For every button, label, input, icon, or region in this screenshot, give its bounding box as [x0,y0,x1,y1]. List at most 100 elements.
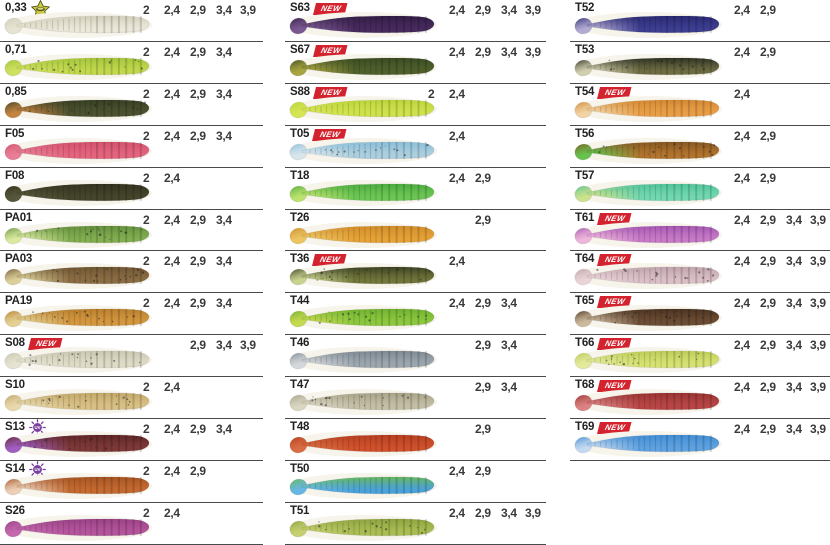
lure-row: T26 2,9 [285,210,546,252]
size-value: 3,4 [216,338,232,353]
size-value: 2 [143,296,150,311]
lure-row: T48 2,9 [285,419,546,461]
lure-image [289,472,437,499]
lure-row: T46 2,9 3,4 [285,335,546,378]
lure-image [4,263,152,290]
lure-row: T65 NEW 2,4 2,9 3,4 3,9 [570,293,830,336]
size-value: 3,4 [216,254,232,269]
size-value: 2,4 [734,338,750,353]
size-value: 2,4 [164,254,180,269]
lure-row: 0,85 2 2,4 2,9 3,4 [0,84,263,126]
size-value: 2,9 [190,338,206,353]
lure-image [574,12,722,38]
size-value: 3,4 [501,505,517,520]
lure-row: 0,71 2 2,4 2,9 3,4 [0,42,263,84]
size-value: 2,9 [475,170,491,185]
size-value: 3,4 [501,338,517,353]
lure-image [289,305,437,332]
size-value: 2 [143,254,150,269]
size-value: 2,4 [449,170,465,185]
size-value: 2 [143,463,150,478]
size-value: 2,9 [475,212,491,227]
size-value: 2,4 [449,296,465,311]
size-value: 2,9 [760,3,776,17]
size-value: 2,4 [449,44,465,59]
size-value: 2,9 [475,505,491,520]
size-value: 3,9 [810,212,826,227]
lure-image [4,514,152,541]
size-value: 2,9 [760,422,776,437]
lure-code: PA03 [5,253,33,266]
size-value: 2 [143,212,150,227]
size-value: 3,9 [240,3,256,17]
size-value: 2,4 [164,463,180,478]
size-value: 2,4 [734,128,750,143]
lure-row: S14 UV 2 2,4 2,9 [0,461,263,503]
lure-row: S88 NEW 2 2,4 [285,84,546,126]
size-value: 3,4 [501,3,517,17]
lure-row: 0,33 2 2,4 2,9 3,4 3,9 [0,0,263,42]
size-value: 2,9 [475,296,491,311]
lure-code: S67 [290,43,310,56]
lure-image [289,263,437,290]
lure-row: T68 NEW 2,4 2,9 3,4 3,9 [570,377,830,420]
lure-image [574,179,722,206]
lure-code: PA19 [5,295,33,308]
size-value: 3,4 [216,212,232,227]
lure-code: T68 [575,379,595,392]
size-value: 2 [143,128,150,143]
size-value: 2,9 [760,380,776,395]
lure-row: S67 NEW 2,4 2,9 3,4 3,9 [285,42,546,84]
size-value: 3,9 [240,338,256,353]
lure-image [4,53,152,80]
size-value: 2 [143,380,150,395]
lure-image [289,95,437,122]
lure-image [289,514,437,541]
size-value: 2,9 [475,44,491,59]
lure-code: T48 [290,421,310,434]
lure-row: F08 2 2,4 [0,168,263,210]
lure-code: S08 [5,337,25,350]
uv-icon-text: UV [34,425,40,430]
catalog-column: S63 NEW 2,4 2,9 3,4 3,9 S67 NEW 2,4 2,9 3,4 3,9 S88 N… [285,0,546,545]
lure-image [574,389,722,416]
size-value: 3,4 [501,44,517,59]
lure-code: T69 [575,421,595,434]
lure-row: T18 2,4 2,9 [285,168,546,210]
lure-row: T61 NEW 2,4 2,9 3,4 3,9 [570,210,830,252]
lure-image [289,431,437,458]
lure-code: T05 [290,127,310,140]
lure-code: PA01 [5,211,33,224]
lure-image [574,95,722,122]
lure-code: S26 [5,504,25,517]
size-value: 3,4 [216,3,232,17]
lure-code: S13 [5,421,25,434]
lure-row: F05 2 2,4 2,9 3,4 [0,126,263,168]
lure-code: T54 [575,85,595,98]
size-value: 3,4 [216,44,232,59]
lure-row: T05 NEW 2,4 [285,126,546,168]
lure-code: T66 [575,337,595,350]
size-value: 3,4 [216,128,232,143]
size-value: 2,9 [190,254,206,269]
size-value: 3,4 [216,86,232,101]
lure-code: T65 [575,295,595,308]
lure-image [574,431,722,458]
lure-code: T52 [575,2,595,14]
lure-row: T44 2,4 2,9 3,4 [285,293,546,336]
size-value: 3,4 [786,296,802,311]
size-value: 3,4 [786,338,802,353]
size-value: 2,9 [190,3,206,17]
size-value: 3,9 [810,254,826,269]
lure-image [574,221,722,248]
size-value: 3,4 [501,380,517,395]
size-value: 3,9 [525,44,541,59]
size-value: 3,4 [786,254,802,269]
size-value: 2,9 [475,422,491,437]
lure-row: T52 2,4 2,9 [570,0,830,42]
lure-row: T54 NEW 2,4 [570,84,830,126]
size-value: 2,4 [734,212,750,227]
size-value: 2 [143,44,150,59]
lure-image [289,12,437,38]
lure-code: T18 [290,169,310,182]
